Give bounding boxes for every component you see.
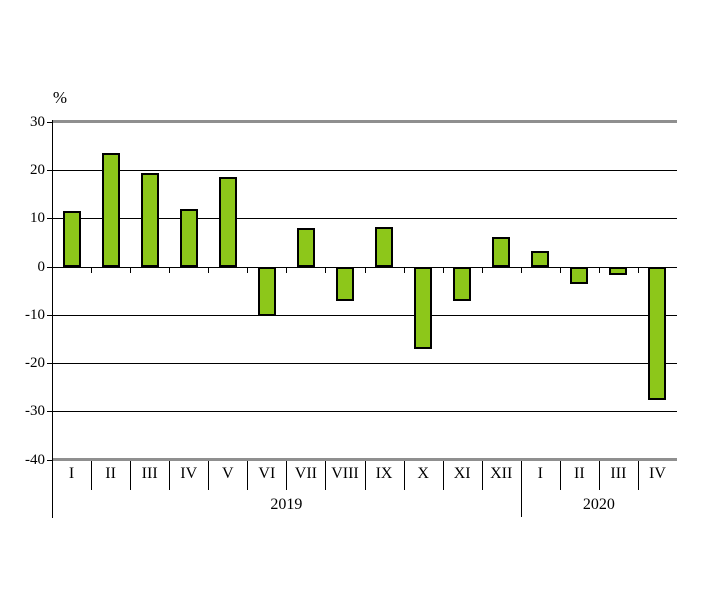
x-category-label: IV	[180, 465, 198, 482]
zero-line-tick	[520, 267, 522, 273]
y-tick-label: -20	[25, 355, 45, 372]
category-separator	[208, 461, 210, 490]
bar	[531, 251, 550, 268]
zero-line-tick	[637, 267, 639, 273]
bar	[453, 266, 472, 302]
y-axis-tick	[47, 459, 52, 461]
zero-line-tick	[364, 267, 366, 273]
y-axis-tick	[47, 266, 52, 268]
plot-frame-line	[52, 120, 677, 123]
x-category-label: IV	[649, 465, 666, 482]
bar	[296, 227, 315, 268]
y-axis-tick	[47, 314, 52, 316]
zero-line-tick	[247, 267, 249, 273]
category-separator	[520, 461, 522, 517]
category-separator	[559, 461, 561, 490]
x-category-label: XI	[453, 465, 471, 482]
category-separator	[364, 461, 366, 490]
y-tick-label: 30	[30, 113, 45, 130]
x-category-label: VII	[294, 465, 318, 482]
y-axis-tick	[47, 121, 52, 123]
zero-line-tick	[286, 267, 288, 273]
x-category-label: XII	[490, 465, 513, 482]
zero-line-tick	[169, 267, 171, 273]
category-separator	[598, 461, 600, 490]
x-category-label: II	[105, 465, 116, 482]
bar	[101, 152, 120, 268]
x-category-label: V	[222, 465, 234, 482]
zero-line-tick	[91, 267, 93, 273]
zero-line-tick	[325, 267, 327, 273]
zero-line-tick	[208, 267, 210, 273]
x-category-label: VIII	[331, 465, 359, 482]
bar	[492, 236, 511, 268]
category-separator	[169, 461, 171, 490]
year-group-label: 2019	[270, 496, 303, 513]
y-axis-tick	[47, 218, 52, 220]
y-tick-label: 20	[30, 161, 45, 178]
gridline	[52, 266, 677, 268]
bar	[570, 266, 589, 284]
bar	[414, 266, 433, 349]
x-category-label: VI	[258, 465, 276, 482]
zero-line-tick	[559, 267, 561, 273]
x-category-label: III	[610, 465, 627, 482]
x-category-label: IX	[375, 465, 393, 482]
x-category-label: II	[574, 465, 585, 482]
category-separator	[325, 461, 327, 490]
category-separator	[442, 461, 444, 490]
zero-line-tick	[442, 267, 444, 273]
gridline	[52, 314, 677, 316]
category-separator	[91, 461, 93, 490]
bar	[375, 226, 394, 268]
bar	[609, 266, 628, 275]
category-separator	[403, 461, 405, 490]
y-tick-label: 10	[30, 210, 45, 227]
zero-line-tick	[130, 267, 132, 273]
y-axis-tick	[47, 169, 52, 171]
gridline	[52, 218, 677, 220]
zero-line-tick	[598, 267, 600, 273]
y-axis-tick	[47, 411, 52, 413]
zero-line-tick	[403, 267, 405, 273]
gridline	[52, 169, 677, 171]
bar	[179, 209, 198, 268]
category-separator	[247, 461, 249, 490]
bar	[62, 210, 81, 268]
plot-frame-line	[52, 458, 677, 462]
y-tick-label: -40	[25, 451, 45, 468]
bar	[335, 266, 354, 301]
bar	[257, 266, 276, 316]
y-axis-unit-label: %	[52, 88, 68, 107]
bar	[648, 266, 667, 400]
y-axis-tick	[47, 363, 52, 365]
category-separator	[637, 461, 639, 490]
year-group-label: 2020	[582, 496, 615, 513]
x-category-label: I	[68, 465, 75, 482]
zero-line-tick	[481, 267, 483, 273]
x-category-label: X	[417, 465, 429, 482]
category-separator	[286, 461, 288, 490]
category-separator	[130, 461, 132, 490]
bar	[218, 177, 237, 268]
y-tick-label: -30	[25, 403, 45, 420]
x-category-label: III	[141, 465, 158, 482]
category-separator	[481, 461, 483, 490]
bar	[140, 173, 159, 268]
y-tick-label: 0	[37, 258, 46, 275]
y-axis-line	[52, 120, 53, 518]
y-tick-label: -10	[25, 306, 45, 323]
gridline	[52, 363, 677, 365]
gridline	[52, 411, 677, 413]
x-category-label: I	[537, 465, 543, 482]
